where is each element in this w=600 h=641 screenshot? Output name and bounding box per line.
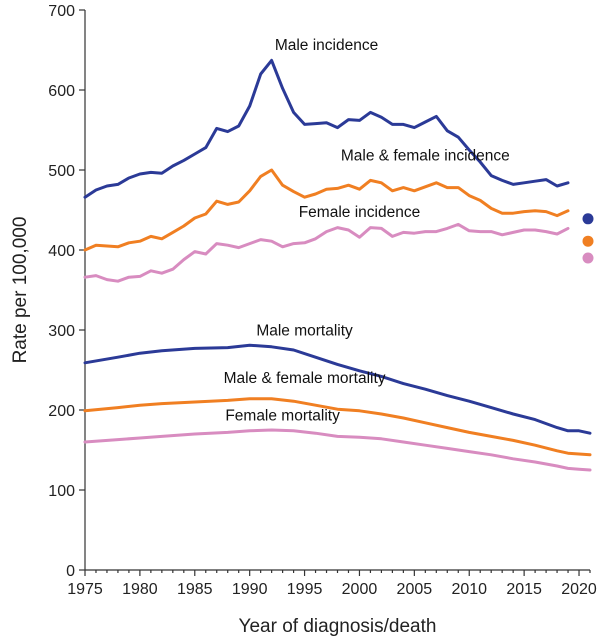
series-line-3 — [83, 343, 592, 435]
series-annotation: Female mortality — [225, 407, 340, 424]
x-tick-label: 1975 — [67, 581, 103, 598]
x-tick-label: 2020 — [561, 581, 597, 598]
y-tick-label: 300 — [48, 323, 75, 340]
y-tick-label: 700 — [48, 3, 75, 20]
series-annotation: Female incidence — [299, 204, 420, 221]
x-tick-label: 2000 — [342, 581, 378, 598]
end-points-group — [582, 213, 594, 264]
x-tick-label: 1980 — [122, 581, 158, 598]
y-axis-title: Rate per 100,000 — [10, 217, 31, 364]
series-annotation: Male & female incidence — [341, 147, 510, 164]
end-point-0 — [582, 213, 594, 225]
y-tick-label: 500 — [48, 163, 75, 180]
series-line-4 — [83, 397, 592, 457]
series-line-2 — [83, 222, 570, 283]
series-annotation: Male incidence — [275, 37, 378, 54]
series-group — [83, 58, 592, 472]
x-tick-label: 1990 — [232, 581, 268, 598]
y-tick-label: 400 — [48, 243, 75, 260]
x-tick-label: 1985 — [177, 581, 213, 598]
series-line-0 — [83, 58, 570, 199]
series-annotation: Male & female mortality — [224, 370, 386, 387]
y-tick-label: 100 — [48, 483, 75, 500]
x-tick-label: 2005 — [397, 581, 433, 598]
x-tick-label: 2015 — [506, 581, 542, 598]
y-tick-label: 200 — [48, 403, 75, 420]
series-annotation: Male mortality — [256, 323, 353, 340]
series-line-5 — [83, 428, 592, 472]
end-point-1 — [582, 235, 594, 247]
y-tick-label: 0 — [66, 563, 75, 580]
end-point-2 — [582, 252, 594, 264]
axes: 0 100 200 300 400 500 600 700 1975 1980 1985 1990 19… — [48, 3, 597, 598]
y-tick-label: 600 — [48, 83, 75, 100]
series-line-1 — [83, 168, 570, 252]
x-tick-label: 1995 — [287, 581, 323, 598]
annotations-group: Male incidence Male & female incidence Fem… — [224, 37, 510, 424]
x-axis-title: Year of diagnosis/death — [239, 616, 437, 637]
x-tick-label: 2010 — [451, 581, 487, 598]
